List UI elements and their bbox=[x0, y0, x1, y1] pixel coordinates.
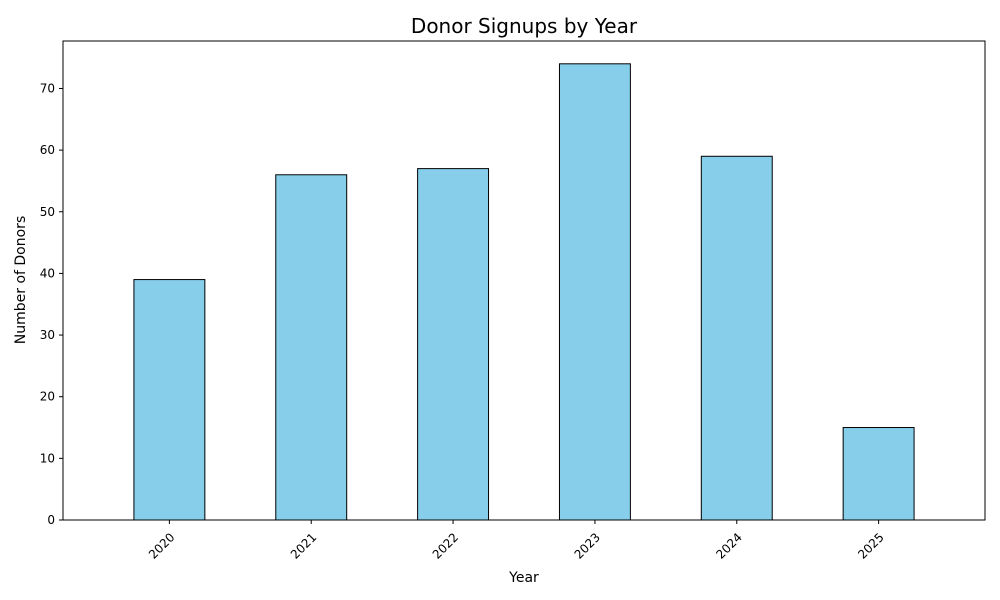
bar-2024 bbox=[700, 155, 773, 521]
y-tick-label: 70 bbox=[40, 81, 55, 95]
y-tick-label: 20 bbox=[40, 390, 55, 404]
y-axis-label: Number of Donors bbox=[13, 216, 29, 344]
y-tick-label: 50 bbox=[40, 205, 55, 219]
y-tick-label: 60 bbox=[40, 143, 55, 157]
y-tick-label: 40 bbox=[40, 266, 55, 280]
y-tick-label: 10 bbox=[40, 451, 55, 465]
bar-2021 bbox=[275, 174, 348, 521]
y-axis-ticks: 0 10 20 30 40 50 60 70 bbox=[40, 81, 63, 527]
bar-2023 bbox=[558, 63, 631, 521]
plot-frame bbox=[62, 40, 986, 521]
bar-2025 bbox=[842, 427, 915, 521]
bar-2022 bbox=[417, 168, 490, 521]
bars-group bbox=[133, 63, 915, 521]
y-tick-label: 30 bbox=[40, 328, 55, 342]
x-axis-label: Year bbox=[508, 570, 539, 586]
bar-2020 bbox=[133, 279, 206, 521]
chart-title: Donor Signups by Year bbox=[411, 14, 638, 38]
y-tick-label: 0 bbox=[47, 513, 55, 527]
